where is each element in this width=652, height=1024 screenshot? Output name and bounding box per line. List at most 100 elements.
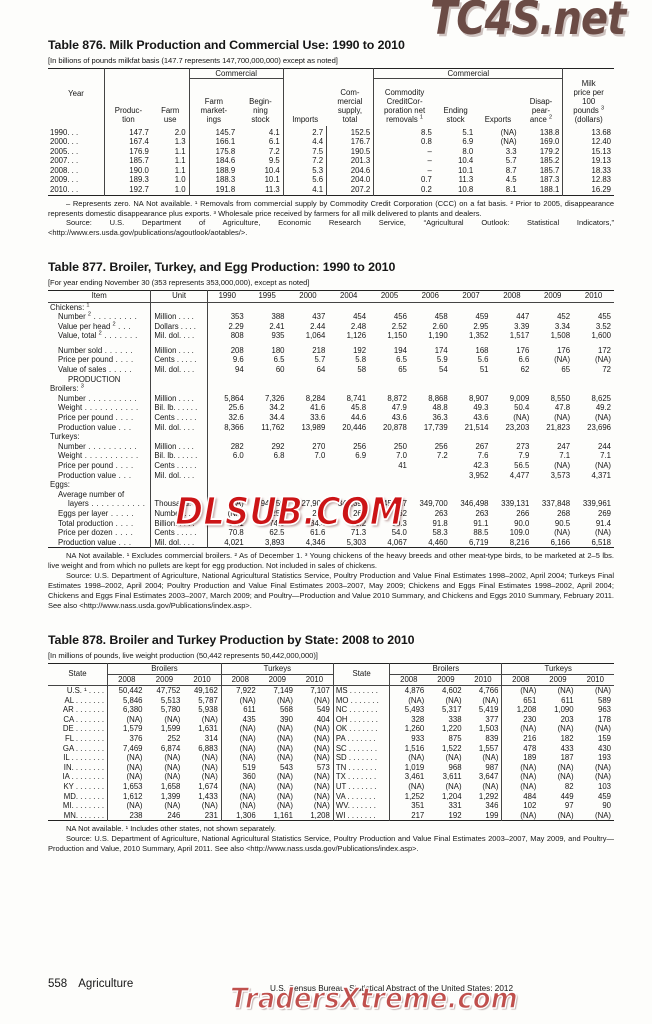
row-label-state: MI. . . . . . . . — [62, 801, 105, 811]
col-header-unit: Unit — [150, 290, 208, 302]
table-cell: 15.13 — [562, 146, 614, 157]
table-cell — [247, 480, 288, 490]
table-cell: 459 — [475, 312, 489, 322]
table-cell: 0.7 — [373, 175, 435, 186]
table-cell — [328, 375, 369, 385]
table-cell: 11.3 — [265, 185, 280, 195]
table-cell: 84.4 — [310, 518, 326, 528]
table-row: 1990. . . 147.7 2.0 145.7 4.1 2.7 152.5 8.5 5.1 (… — [48, 125, 614, 138]
table-cell: 20,446 — [342, 422, 367, 432]
table-cell: 147.7 — [104, 125, 152, 138]
row-label: Value, total 2 . . . . . . . — [58, 330, 138, 341]
table-cell: 10.8 — [458, 185, 474, 195]
col-header-ccc-removals: Commodity CreditCor-poration net removals … — [373, 78, 435, 126]
row-label-state: AR . . . . . . . — [62, 705, 105, 715]
row-unit: Cents . . . . . — [150, 461, 208, 471]
table-cell: 269 — [597, 508, 611, 518]
table-cell: 65 — [398, 365, 407, 375]
table-row: Number sold . . . . . . Million . . . . 20… — [48, 345, 614, 356]
section-heading-row: Eggs: — [48, 480, 614, 490]
col-header-2010: 2010 — [584, 291, 603, 301]
table-cell: 49.3 — [473, 403, 489, 413]
table-row: U.S. ¹ . . . . 50,442 47,752 49,162 7,922 7,1… — [48, 685, 614, 696]
table-cell: (NA) — [313, 733, 330, 743]
table-cell — [288, 490, 329, 500]
table-cell — [150, 374, 208, 385]
table-cell — [369, 302, 410, 312]
table-cell: 2.52 — [391, 321, 407, 331]
table-876-header-row: Year Produc-tion Farm use Farm market-ings… — [48, 78, 614, 126]
table-cell: 172 — [597, 345, 611, 355]
table-cell: 175.8 — [188, 146, 239, 157]
table-cell — [492, 432, 533, 442]
table-cell: 16.29 — [562, 185, 614, 196]
table-cell: 191.8 — [188, 185, 239, 196]
table-cell: 390 — [279, 714, 293, 724]
table-cell: (NA) — [557, 772, 574, 782]
table-row: Production value . . . Mil. dol. . . . 4,0… — [48, 537, 614, 548]
table-cell: 187 — [560, 753, 574, 763]
col-header-b-r-2008: 2008 — [389, 674, 428, 686]
table-cell: 47.9 — [391, 403, 407, 413]
table-cell: 349,700 — [419, 499, 448, 509]
table-cell — [369, 480, 410, 490]
table-cell: 261 — [353, 508, 367, 518]
table-cell: 5,303 — [346, 537, 367, 547]
table-cell: 1,579 — [107, 724, 146, 734]
table-cell: 1.1 — [174, 165, 186, 175]
table-row: Price per dozen . . . . Cents . . . . . 70… — [48, 528, 614, 538]
table-cell: 43.6 — [391, 413, 407, 423]
col-header-2007: 2007 — [462, 291, 480, 301]
table-cell: (NA) — [220, 743, 259, 754]
table-cell: 2.29 — [206, 321, 247, 332]
table-row: 2009. . . 189.3 1.0 188.3 10.1 5.6 204.0 0.7 11.… — [48, 175, 614, 186]
table-cell: (NA) — [201, 762, 218, 772]
table-cell: (NA) — [276, 695, 293, 705]
table-cell: 6.5 — [273, 355, 285, 365]
table-cell: 1,190 — [428, 331, 448, 341]
table-cell: 71.3 — [350, 528, 367, 538]
table-cell: 11.3 — [458, 175, 474, 185]
table-cell: (NA) — [276, 724, 293, 734]
table-876: Commercial Commercial Year Produc-tion F… — [48, 68, 614, 196]
table-cell: 91.1 — [473, 518, 489, 528]
table-cell: 256 — [353, 441, 367, 451]
table-cell: 4,067 — [387, 537, 407, 547]
table-cell: 204.0 — [326, 175, 374, 186]
table-cell: 13,989 — [301, 422, 326, 432]
table-cell: 41 — [398, 461, 407, 470]
table-cell: (NA) — [107, 762, 146, 773]
table-cell: 651 — [501, 695, 540, 706]
section-heading-row: Chickens: 1 — [48, 302, 614, 313]
table-row: Production value . . . Mil. dol. . . . 3,9… — [48, 470, 614, 481]
table-cell: (NA) — [313, 743, 330, 753]
table-cell: (NA) — [594, 762, 611, 772]
table-cell: (NA) — [220, 733, 259, 744]
table-cell: 204.6 — [326, 165, 374, 176]
section-heading-label: Turkeys: — [50, 432, 80, 442]
table-cell — [206, 461, 247, 471]
table-cell: 88.5 — [473, 528, 489, 538]
table-cell: 58.3 — [432, 528, 448, 538]
col-header-b-l-2008: 2008 — [107, 674, 146, 686]
table-cell: 7,107 — [310, 685, 330, 695]
table-cell: 216 — [501, 733, 540, 744]
table-cell: 2.95 — [473, 321, 489, 331]
table-cell: 4,460 — [428, 537, 448, 547]
table-cell — [410, 461, 451, 471]
table-cell: 7.6 — [477, 451, 489, 461]
col-header-b-r-2010: 2010 — [474, 674, 492, 684]
table-cell: (NA) — [164, 753, 181, 763]
footer-source-line: U.S. Census Bureau, Statistical Abstract… — [270, 984, 514, 993]
table-cell: 11,762 — [261, 422, 285, 432]
table-cell: 2.41 — [269, 321, 285, 331]
table-cell: 9,009 — [509, 393, 530, 403]
table-row: 2007. . . 185.7 1.1 184.6 9.5 7.2 201.3– 10.4 5.… — [48, 156, 614, 166]
col-header-exports: Exports — [484, 115, 512, 125]
table-cell: 247 — [557, 441, 571, 451]
table-cell: 454 — [353, 312, 367, 322]
section-heading-row: Turkeys: — [48, 432, 614, 442]
row-label-state: FL . . . . . . . — [64, 733, 105, 743]
table-cell: 208 — [206, 345, 247, 356]
table-cell: 5.8 — [355, 355, 367, 365]
